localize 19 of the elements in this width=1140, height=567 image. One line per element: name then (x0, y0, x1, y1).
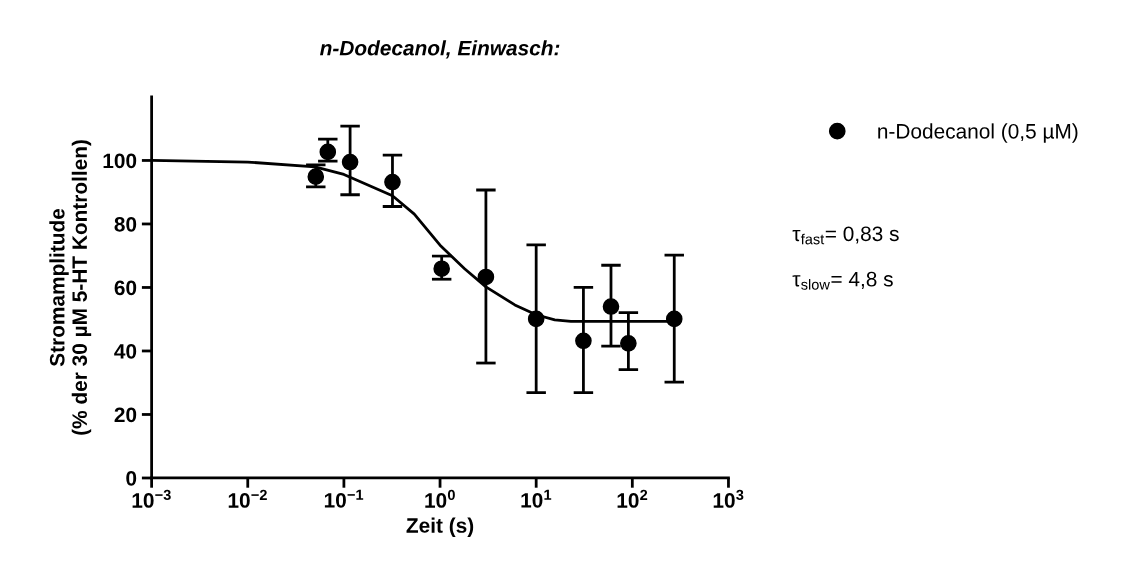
x-tick-label: 10$^{−1}$ (324, 489, 364, 508)
y-tick-label: 0 (126, 470, 137, 486)
x-axis-title: Zeit (s) (406, 517, 474, 537)
x-tick-label: 10$^{−2}$ (228, 489, 267, 508)
text: τ$_{fast}$= 0,83 s (792, 226, 899, 245)
y-tick-label: 60 (114, 280, 137, 296)
text: τ$_{slow}$= 4,8 s (792, 271, 893, 290)
y-axis-title: Stromamplitude (% der 30 µM 5-HT Kontrollen) (49, 140, 92, 435)
x-tick-label: 10$^{1}$ (521, 489, 552, 508)
chart-title: n-Dodecanol, Einwasch: (320, 40, 560, 59)
x-tick-label: 10$^{−3}$ (132, 489, 171, 508)
x-tick-label: 10$^{2}$ (617, 489, 648, 508)
y-tick-label: 40 (114, 343, 137, 359)
legend-label: n-Dodecanol (0,5 µM) (878, 123, 1078, 143)
y-tick-label: 100 (103, 153, 137, 169)
y-tick-label: 20 (114, 407, 137, 423)
x-tick-label: 10$^{3}$ (713, 489, 744, 508)
y-tick-label: 80 (114, 216, 137, 232)
x-tick-label: 10$^{0}$ (425, 489, 455, 508)
